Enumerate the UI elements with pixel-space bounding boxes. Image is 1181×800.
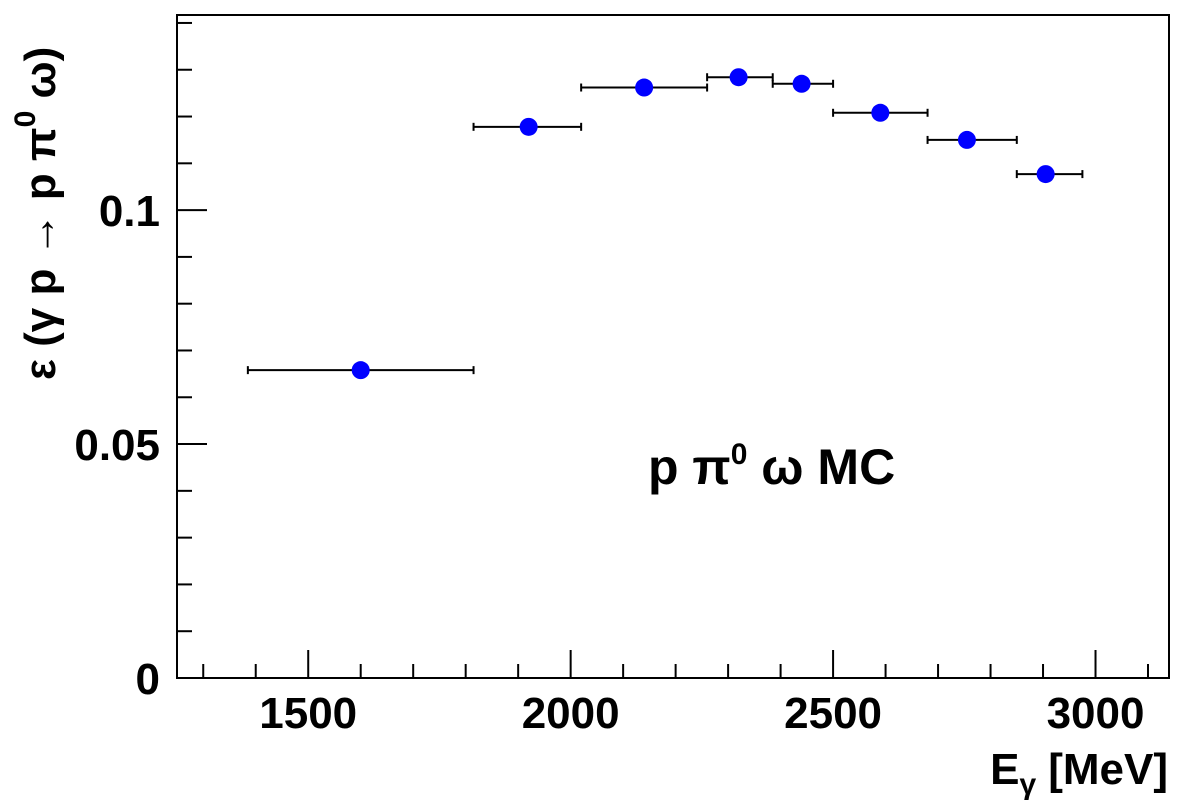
y-axis-title-main: ε (γ p → p π (16, 127, 65, 380)
x-tick-label: 2500 (784, 689, 882, 738)
data-point (351, 361, 370, 380)
data-point (1036, 165, 1055, 184)
x-tick-label: 2000 (522, 689, 620, 738)
y-axis-title: ε (γ p → p π0 ω) (9, 47, 65, 380)
data-point (729, 68, 748, 87)
y-tick-label: 0.05 (74, 421, 160, 470)
x-tick-label: 3000 (1047, 689, 1145, 738)
data-point (871, 103, 890, 122)
x-axis-title: Eγ [MeV] (990, 745, 1168, 800)
x-axis-title-subscript: γ (1020, 768, 1037, 800)
data-point (792, 74, 811, 93)
y-axis-title-superscript: 0 (9, 111, 42, 128)
y-tick-label: 0 (136, 655, 160, 704)
chart-annotation-superscript: 0 (731, 438, 748, 471)
y-axis-title-tail: ω) (16, 47, 65, 111)
plot-frame (176, 14, 1170, 679)
axis-ticks (177, 21, 1150, 679)
x-axis-title-unit: [MeV] (1048, 745, 1168, 794)
chart-annotation-main: p π (648, 439, 731, 495)
chart-annotation: p π0 ω MC (648, 438, 895, 495)
data-point (635, 78, 654, 97)
data-point (519, 117, 538, 136)
axis-tick-labels: 1500 2000 2500 3000 0 0.05 0.1 (74, 187, 1144, 738)
chart-annotation-tail: ω MC (747, 439, 895, 495)
y-tick-label: 0.1 (99, 187, 160, 236)
x-tick-label: 1500 (259, 689, 357, 738)
x-axis-title-main: E (990, 745, 1019, 794)
data-point (957, 130, 976, 149)
data-points (246, 68, 1084, 380)
